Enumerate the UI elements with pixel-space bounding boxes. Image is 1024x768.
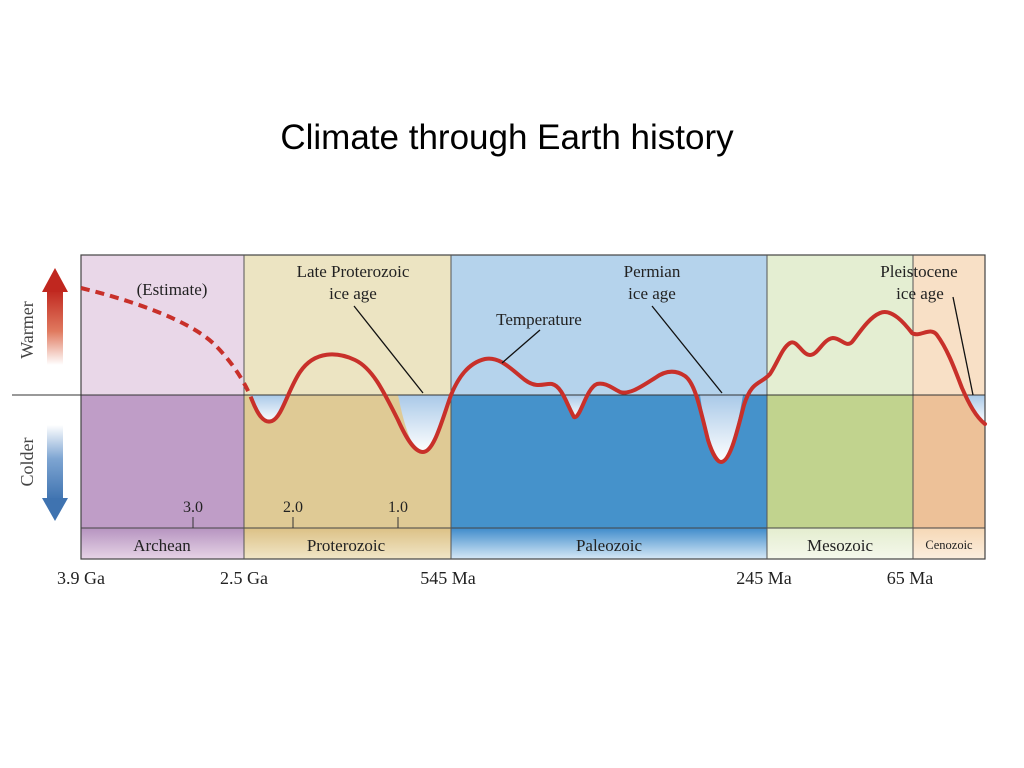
tick-label-2-0: 2.0 [283, 499, 303, 516]
permian-annotation-line2: ice age [628, 284, 676, 303]
boundary-label-545-ma: 545 Ma [420, 568, 476, 588]
eon-label-cenozoic: Cenozoic [925, 538, 973, 552]
archean-warm-panel [81, 255, 244, 395]
pleistocene-leader [952, 296, 974, 396]
temperature-curve [250, 310, 987, 465]
permian-annotation-line1: Permian [624, 262, 681, 281]
slide-title: Climate through Earth history [280, 118, 734, 157]
eon-label-mesozoic: Mesozoic [807, 536, 874, 555]
paleozoic-warm-panel [451, 255, 767, 395]
eon-label-paleozoic: Paleozoic [576, 536, 643, 555]
proterozoic-warm-panel [244, 255, 451, 395]
boundary-label-2-5-ga: 2.5 Ga [220, 568, 268, 588]
mesozoic-band [767, 528, 913, 559]
pleistocene-annotation-line1: Pleistocene [880, 262, 957, 281]
late-proterozoic-ice-fill [398, 395, 451, 452]
permian-leader [651, 305, 723, 394]
temperature-annotation: Temperature [496, 310, 582, 329]
boundary-label-65-ma: 65 Ma [887, 568, 934, 588]
late-proterozoic-annotation-line2: ice age [329, 284, 377, 303]
eon-label-proterozoic: Proterozoic [307, 536, 386, 555]
archean-cold-panel [81, 395, 244, 528]
estimate-annotation: (Estimate) [137, 280, 208, 299]
paleozoic-band [451, 528, 767, 559]
mesozoic-warm-panel [767, 255, 913, 395]
cenozoic-warm-panel [913, 255, 985, 395]
warmer-arrow-shaft [47, 290, 63, 365]
pleistocene-annotation-line2: ice age [896, 284, 944, 303]
diagram-frame [80, 254, 986, 560]
warmer-label: Warmer [17, 301, 37, 359]
proterozoic-band [244, 528, 451, 559]
colder-arrow-shaft [47, 425, 63, 500]
late-proterozoic-leader [353, 305, 424, 394]
warmer-arrow-head [42, 268, 68, 292]
colder-arrow-head [42, 498, 68, 521]
colder-label: Colder [17, 438, 37, 487]
paleozoic-dip-ice-fill [563, 395, 587, 418]
cenozoic-cold-panel [913, 395, 985, 528]
estimated-temperature-curve [80, 286, 254, 401]
boundary-label-3-9-ga: 3.9 Ga [57, 568, 105, 588]
eon-label-archean: Archean [133, 536, 191, 555]
tick-label-3-0: 3.0 [183, 499, 203, 516]
temperature-leader [501, 329, 541, 364]
boundary-label-245-ma: 245 Ma [736, 568, 792, 588]
cenozoic-band [913, 528, 985, 559]
tick-label-1-0: 1.0 [388, 499, 408, 516]
archean-band [81, 528, 244, 559]
late-proterozoic-annotation-line1: Late Proterozoic [297, 262, 410, 281]
mesozoic-cold-panel [767, 395, 913, 528]
